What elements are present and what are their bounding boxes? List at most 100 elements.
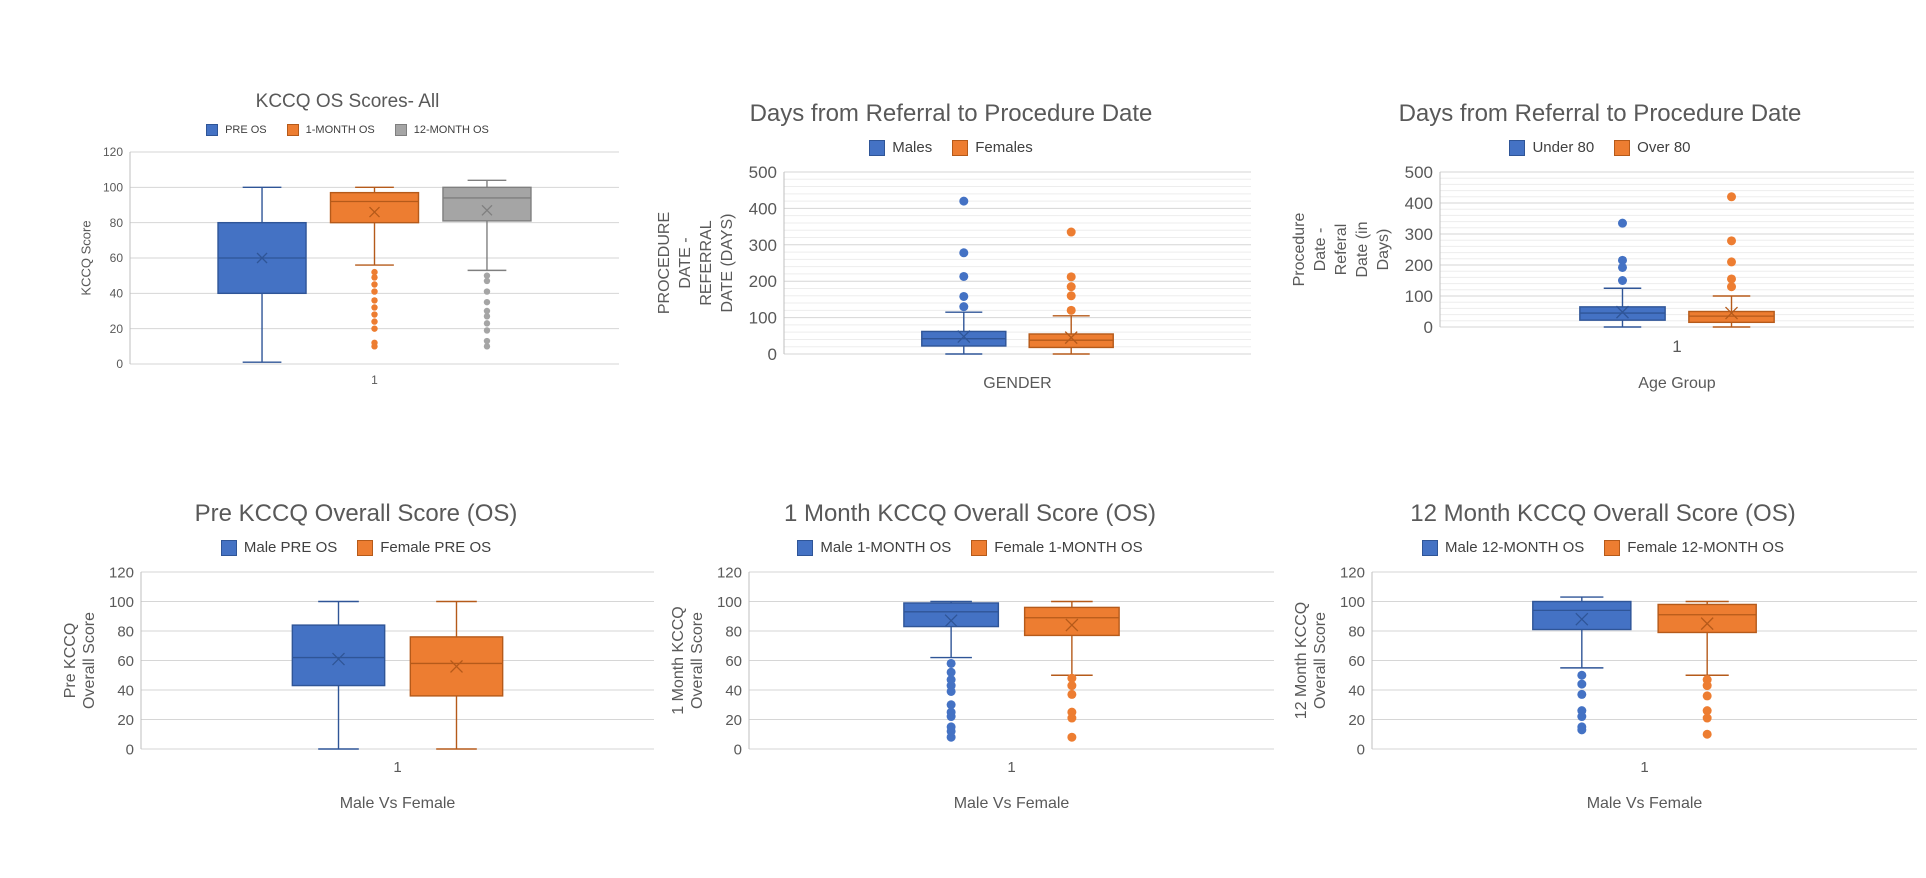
svg-text:Date (in: Date (in [1354,221,1371,277]
svg-text:400: 400 [749,199,777,218]
legend-swatch [357,539,374,556]
legend-item: PRE OS [206,123,267,136]
box-series [1688,192,1775,328]
svg-text:KCCQ Score: KCCQ Score [79,220,94,295]
svg-text:Age Group: Age Group [1638,375,1715,392]
svg-text:200: 200 [749,272,777,291]
svg-text:1 Month KCCQ: 1 Month KCCQ [670,606,687,714]
svg-text:Male Vs Female: Male Vs Female [340,795,456,812]
svg-text:Overall Score: Overall Score [689,612,706,709]
legend-swatch [1604,539,1621,556]
box-series [1023,600,1120,742]
svg-text:120: 120 [1340,564,1365,581]
svg-text:300: 300 [749,236,777,255]
svg-text:100: 100 [103,180,123,194]
legend-swatch [220,539,237,556]
legend: Male 12-MONTH OS Female 12-MONTH OS [1422,539,1784,556]
svg-text:100: 100 [749,309,777,328]
legend-label: 1-MONTH OS [305,123,375,136]
legend-label: Females [975,139,1033,156]
svg-text:40: 40 [110,286,124,300]
svg-text:80: 80 [110,216,124,230]
box-series [903,600,1000,742]
svg-text:80: 80 [725,623,742,640]
svg-text:Days): Days) [1375,229,1392,271]
svg-text:Overall Score: Overall Score [81,612,98,709]
svg-text:Procedure: Procedure [1291,212,1308,286]
svg-text:40: 40 [1348,682,1365,699]
legend-item: Females [952,139,1033,156]
boxplot-svg: 0 20 40 60 80 100 120 KCCQ Score 1 [79,145,619,387]
svg-text:0: 0 [768,345,777,364]
svg-text:20: 20 [725,712,742,729]
legend: Male 1-MONTH OS Female 1-MONTH OS [797,539,1143,556]
svg-text:200: 200 [1405,256,1433,275]
boxplot-svg: 0 100 200 300 400 500 PROCEDURE DATE - REFERRAL D… [656,164,1251,392]
svg-text:1: 1 [371,373,378,387]
chart-12-month-kccq-os: 12 Month KCCQ Overall Score (OS) Male 12… [1283,495,1923,816]
legend-label: PRE OS [225,123,267,136]
legend-item: Male 12-MONTH OS [1422,539,1584,556]
legend-item: Male PRE OS [220,539,337,556]
svg-text:1: 1 [393,759,401,776]
svg-text:100: 100 [1340,594,1365,611]
legend-label: Female 1-MONTH OS [994,539,1143,556]
svg-text:60: 60 [110,251,124,265]
box-series [1028,227,1114,355]
legend-swatch [797,539,814,556]
svg-text:80: 80 [1348,623,1365,640]
boxplot-svg: 0 20 40 60 80 100 120 12 Month KCCQ Overall Scor… [1293,564,1917,812]
svg-text:20: 20 [117,712,134,729]
legend-item: Under 80 [1509,139,1594,156]
legend-label: Female PRE OS [380,539,492,556]
svg-text:0: 0 [1357,741,1365,758]
legend-swatch [394,123,407,136]
svg-text:60: 60 [725,653,742,670]
legend-item: 1-MONTH OS [286,123,375,136]
svg-text:12 Month KCCQ: 12 Month KCCQ [1293,602,1310,719]
boxplot-svg: 0 20 40 60 80 100 120 Pre KCCQ Overall Score 1 Mal… [62,564,654,812]
legend-label: Female 12-MONTH OS [1627,539,1784,556]
svg-text:120: 120 [103,145,123,159]
chart-days-referral-gender: Days from Referral to Procedure Date Mal… [645,95,1257,396]
svg-text:DATE -: DATE - [677,237,694,288]
svg-text:Male Vs Female: Male Vs Female [954,795,1070,812]
svg-text:0: 0 [734,741,742,758]
legend-swatch [206,123,219,136]
svg-text:500: 500 [749,164,777,182]
svg-text:40: 40 [117,682,134,699]
svg-text:Male Vs Female: Male Vs Female [1587,795,1703,812]
svg-text:400: 400 [1405,194,1433,213]
svg-text:1: 1 [1007,759,1015,776]
legend-label: 12-MONTH OS [413,123,489,136]
legend-swatch [971,539,988,556]
svg-text:0: 0 [126,741,134,758]
svg-text:20: 20 [110,322,124,336]
legend-swatch [1509,139,1526,156]
box-series [329,186,420,350]
svg-text:Overall Score: Overall Score [1312,612,1329,709]
box-series [409,600,504,750]
chart-title: Days from Referral to Procedure Date [749,100,1153,127]
chart-1-month-kccq-os: 1 Month KCCQ Overall Score (OS) Male 1-M… [660,495,1280,816]
chart-days-referral-age: Days from Referral to Procedure Date Und… [1280,95,1920,396]
svg-text:0: 0 [1424,318,1433,337]
svg-text:60: 60 [117,653,134,670]
chart-title: Pre KCCQ Overall Score (OS) [194,500,518,527]
svg-text:1: 1 [1672,337,1681,356]
legend-item: Over 80 [1614,139,1691,156]
chart-kccq-os-all: KCCQ OS Scores- All PRE OS 1-MONTH OS 12-M… [70,86,625,394]
legend-item: Male 1-MONTH OS [797,539,951,556]
box-series [1579,218,1666,328]
legend-swatch [1422,539,1439,556]
box-series [1532,596,1632,735]
svg-text:REFERRAL: REFERRAL [698,220,715,305]
legend-label: Males [892,139,933,156]
svg-text:300: 300 [1405,225,1433,244]
svg-text:PROCEDURE: PROCEDURE [656,212,673,314]
chart-title: Days from Referral to Procedure Date [1398,100,1802,127]
svg-text:0: 0 [116,357,123,371]
legend-item: 12-MONTH OS [394,123,489,136]
legend-swatch [286,123,299,136]
svg-text:100: 100 [717,594,742,611]
